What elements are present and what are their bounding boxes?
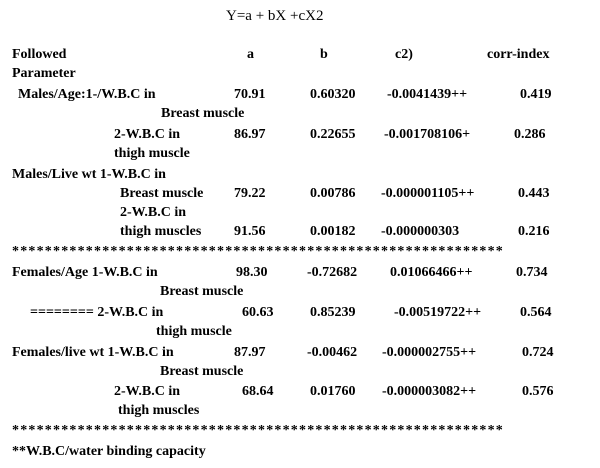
separator-line: ****************************************… [12,423,504,438]
footnote: **W.B.C/water binding capacity [12,444,206,459]
row-sublabel: thigh muscle [114,146,190,161]
value-corr: 0.576 [522,384,554,399]
value-b: -0.00462 [307,345,358,360]
value-corr: 0.724 [522,345,554,360]
header-parameter: Parameter [12,66,76,81]
row-sublabel: thigh muscles [120,224,202,239]
value-a: 91.56 [234,224,266,239]
value-a: 68.64 [242,384,274,399]
value-a: 79.22 [234,186,266,201]
row-label: 2-W.B.C in [114,384,181,399]
value-b: 0.85239 [310,305,356,320]
row-sublabel: Breast muscle [160,364,244,379]
value-b: -0.72682 [307,265,358,280]
header-corr-index: corr-index [487,47,550,62]
value-c: 0.01066466++ [390,265,473,280]
separator-line: ****************************************… [12,244,504,259]
row-sublabel: thigh muscle [156,324,232,339]
row-sublabel: Breast muscle [161,106,245,121]
value-b: 0.00182 [310,224,356,239]
header-b: b [320,47,328,62]
row-sublabel: Breast muscle [120,186,204,201]
header-a: a [247,47,254,62]
row-label: Males/Age:1-/W.B.C in [18,87,156,102]
row-label: Females/Age 1-W.B.C in [12,265,158,280]
value-c: -0.001708106+ [384,127,471,142]
header-followed: Followed [12,47,67,62]
row-label: 2-W.B.C in [114,127,181,142]
value-c: -0.000002755++ [382,345,477,360]
value-b: 0.60320 [310,87,356,102]
row-label: ======== 2-W.B.C in [30,305,164,320]
value-c: -0.000001105++ [381,186,475,201]
value-corr: 0.216 [518,224,550,239]
header-c: c2) [395,47,413,62]
value-b: 0.00786 [310,186,356,201]
value-a: 86.97 [234,127,266,142]
value-a: 60.63 [242,305,274,320]
value-corr: 0.443 [518,186,550,201]
value-a: 70.91 [234,87,266,102]
value-a: 87.97 [234,345,266,360]
value-corr: 0.286 [514,127,546,142]
row-sublabel: Breast muscle [160,284,244,299]
value-b: 0.01760 [310,384,356,399]
value-corr: 0.564 [520,305,552,320]
value-c: -0.000000303 [381,224,460,239]
value-b: 0.22655 [310,127,356,142]
row-sublabel: thigh muscles [118,403,200,418]
row-label: Males/Live wt 1-W.B.C in [12,167,166,182]
value-c: -0.000003082++ [382,384,477,399]
value-c: -0.0041439++ [387,87,468,102]
value-a: 98.30 [236,265,268,280]
row-label: 2-W.B.C in [120,205,187,220]
value-c: -0.00519722++ [394,305,482,320]
value-corr: 0.734 [516,265,548,280]
value-corr: 0.419 [520,87,552,102]
equation-title: Y=a + bX +cX2 [226,8,324,24]
row-label: Females/live wt 1-W.B.C in [12,345,174,360]
